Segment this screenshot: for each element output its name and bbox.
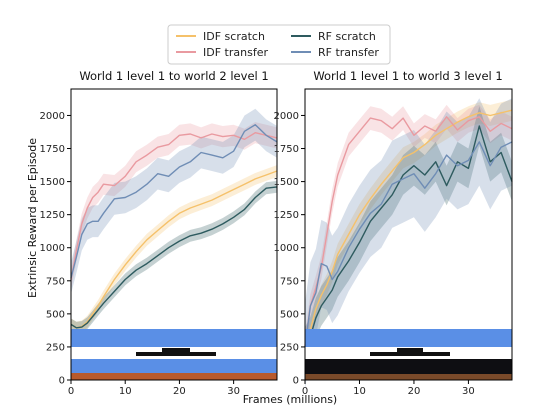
y-tick-label: 2000 [274,111,299,122]
y-tick-label: 0 [59,376,65,387]
y-tick-label: 250 [280,342,299,353]
band-rf-scratch [71,180,277,334]
panel-2-game-strip [305,329,512,380]
y-tick-label: 2000 [40,111,65,122]
band-rf-scratch [305,106,512,367]
panel-world-3: World 1 level 1 to world 3 level 1 0 250 5… [274,69,513,397]
y-tick-label: 0 [293,376,299,387]
strip-2-ground [305,374,512,380]
strip-1-block [162,348,190,356]
x-tick-label: 0 [68,386,74,397]
band-rf-transfer [305,98,512,391]
y-tick-label: 500 [280,309,299,320]
y-tick-label: 1000 [274,243,299,254]
band-idf-transfer [71,122,277,291]
line-rf-transfer [70,123,278,279]
panel-1-game-strip [71,329,277,380]
y-tick-label: 1750 [40,144,65,155]
line-idf-transfer [304,116,513,346]
y-tick-label: 750 [46,276,65,287]
y-axis-label: Extrinsic Reward per Episode [26,138,39,298]
x-tick-label: 10 [119,386,132,397]
panel-1-yticks: 0 250 500 750 1000 1250 1500 1750 2000 [40,111,71,387]
x-tick-label: 10 [353,386,366,397]
strip-1-ground [71,373,277,380]
x-tick-label: 30 [462,386,475,397]
y-tick-label: 1250 [40,210,65,221]
band-idf-scratch [305,99,512,361]
panel-2-yticks: 0 250 500 750 1000 1250 1500 1750 2000 [274,111,305,387]
line-rf-scratch [70,186,278,329]
y-tick-label: 1750 [274,144,299,155]
panel-2-frame [304,88,513,381]
y-tick-label: 750 [280,276,299,287]
x-tick-label: 20 [408,386,421,397]
legend-label-idf-transfer: IDF transfer [203,46,268,59]
y-tick-label: 1500 [274,177,299,188]
strip-2-block [397,348,423,356]
y-tick-label: 1250 [274,210,299,221]
panel-1-lines [70,123,278,329]
panel-2-lines [304,109,513,350]
x-tick-label: 0 [302,386,308,397]
band-rf-transfer [71,108,277,294]
y-tick-label: 500 [46,309,65,320]
x-tick-label: 20 [173,386,186,397]
x-tick-label: 30 [227,386,240,397]
legend-label-idf-scratch: IDF scratch [203,30,265,43]
y-tick-label: 250 [46,342,65,353]
panel-1-xticks: 0 10 20 30 [68,380,240,397]
line-idf-transfer [70,131,278,280]
strip-1-sky-top [71,329,277,347]
y-tick-label: 1000 [40,243,65,254]
legend-label-rf-transfer: RF transfer [318,46,379,59]
panel-world-2: World 1 level 1 to world 2 level 1 0 250 5… [40,69,278,397]
line-idf-scratch [70,170,278,329]
panel-1-title: World 1 level 1 to world 2 level 1 [79,69,268,83]
x-axis-label: Frames (millions) [243,393,337,406]
strip-2-sky-top [305,329,512,347]
panel-2-title: World 1 level 1 to world 3 level 1 [313,69,502,83]
y-tick-label: 1500 [40,177,65,188]
line-idf-scratch [304,109,513,350]
panel-2-xticks: 0 10 20 30 [302,380,475,397]
line-rf-transfer [304,141,513,347]
panel-1-frame [70,88,278,381]
legend-frame [167,24,391,65]
legend-label-rf-scratch: RF scratch [318,30,376,43]
legend: IDF scratch IDF transfer RF scratch RF t… [167,24,391,65]
